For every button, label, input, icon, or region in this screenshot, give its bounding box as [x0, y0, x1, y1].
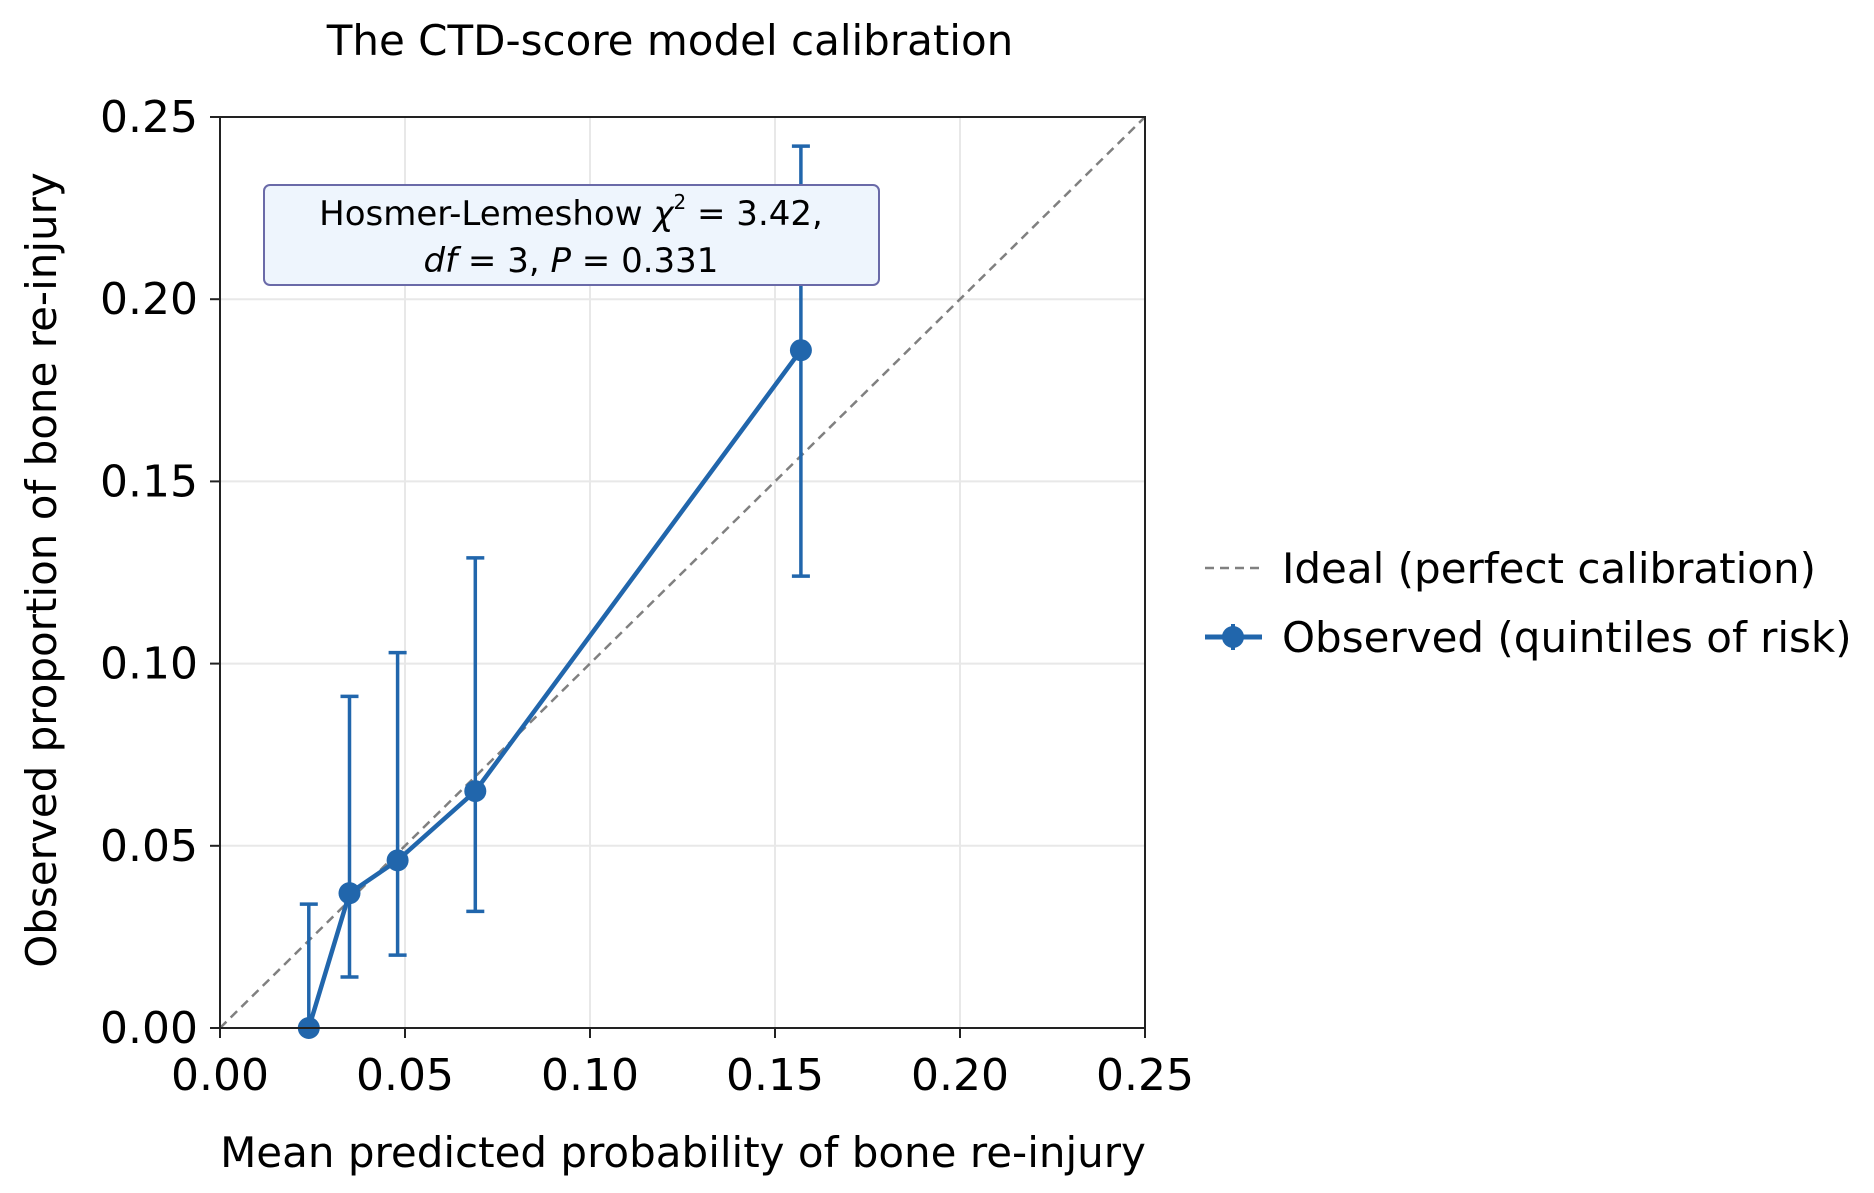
y-tick-label-3: 0.15: [100, 456, 198, 507]
x-tick-label-5: 0.25: [1096, 1050, 1194, 1101]
observed-point-3: [464, 780, 487, 803]
observed-line: [306, 348, 803, 1029]
axes: [219, 116, 1146, 1029]
x-tick-label-1: 0.05: [356, 1050, 454, 1101]
legend-observed-marker: [1222, 626, 1244, 648]
chart-title: The CTD-score model calibration: [326, 16, 1014, 65]
legend-observed-label: Observed (quintiles of risk): [1282, 613, 1852, 662]
observed-point-2: [386, 849, 409, 872]
annotation-df: df: [424, 241, 463, 281]
observed-point-4: [789, 339, 812, 362]
annotation-p-value: = 0.331: [571, 241, 718, 281]
x-tick-label-0: 0.00: [171, 1050, 269, 1101]
annotation-box: [263, 184, 880, 286]
legend: Ideal (perfect calibration) Observed (qu…: [1205, 544, 1852, 662]
y-tick-label-4: 0.20: [100, 274, 198, 325]
y-tick-label-0: 0.00: [100, 1003, 198, 1054]
legend-ideal-label: Ideal (perfect calibration): [1282, 544, 1816, 593]
x-tick-label-4: 0.20: [911, 1050, 1009, 1101]
annotation-line-1: Hosmer-Lemeshow χ2 = 3.42,: [319, 190, 823, 234]
plot-frame: [219, 116, 1146, 1029]
observed-series: [297, 144, 812, 1039]
annotation-prefix: Hosmer-Lemeshow: [319, 194, 653, 234]
annotation-suffix: = 3.42,: [686, 194, 823, 234]
x-tick-label-2: 0.10: [541, 1050, 639, 1101]
hosmer-lemeshow-annotation: Hosmer-Lemeshow χ2 = 3.42, df = 3, P = 0…: [263, 184, 880, 286]
annotation-p: P: [550, 241, 571, 281]
y-axis-title: Observed proportion of bone re-injury: [17, 172, 66, 968]
observed-point-1: [338, 882, 361, 905]
y-tick-label-5: 0.25: [100, 92, 198, 143]
annotation-chi: χ: [651, 194, 675, 234]
annotation-df-value: = 3,: [457, 241, 550, 281]
y-tick-label-2: 0.10: [100, 639, 198, 690]
annotation-superscript: 2: [673, 190, 686, 214]
ticks: 0.00 0.05 0.10 0.15 0.20 0.25 0.00 0.05 0.10 0.15…: [100, 92, 1194, 1101]
x-tick-label-3: 0.15: [726, 1050, 824, 1101]
y-tick-label-1: 0.05: [100, 821, 198, 872]
x-axis-title: Mean predicted probability of bone re-in…: [220, 1128, 1146, 1177]
annotation-line-2: df = 3, P = 0.331: [424, 241, 719, 281]
